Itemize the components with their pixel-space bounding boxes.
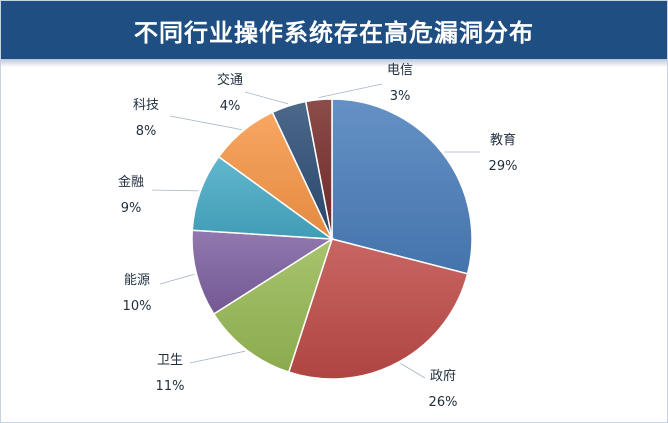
title-bar: 不同行业操作系统存在高危漏洞分布 [1, 1, 667, 59]
leader-line-7 [318, 83, 383, 98]
slice-labels: 教育 29% 政府 26% 卫生 11% 能源 10% 金融 9% 科技 8% 交通 4% 电信 3% [118, 63, 517, 410]
leader-line-1 [400, 363, 426, 379]
slice-label-value: 9% [121, 201, 142, 216]
pie-slice-1 [287, 238, 469, 380]
title-shadow [1, 59, 667, 67]
leader-line-6 [244, 91, 289, 105]
pie-slices [191, 98, 473, 380]
pie-slice-4 [191, 155, 335, 240]
slice-label-category: 能源 [124, 273, 150, 288]
pie-slice-2 [212, 237, 334, 374]
slice-label-category: 教育 [490, 132, 516, 148]
slice-label-category: 电信 [387, 63, 413, 78]
slice-label-category: 金融 [118, 174, 144, 190]
slice-label-category: 科技 [133, 98, 159, 113]
leader-lines [151, 83, 480, 379]
leader-line-5 [169, 115, 242, 130]
slice-label-value: 10% [123, 299, 152, 314]
slice-label-category: 交通 [217, 72, 243, 88]
leader-line-4 [151, 189, 199, 192]
slice-label-value: 29% [489, 159, 518, 174]
slice-label-value: 4% [220, 99, 241, 114]
leader-line-3 [159, 273, 195, 285]
slice-label-value: 26% [429, 395, 458, 410]
slice-label-category: 政府 [430, 369, 456, 384]
slice-label-value: 8% [136, 124, 157, 139]
chart-title: 不同行业操作系统存在高危漏洞分布 [134, 18, 534, 47]
pie-slice-7 [304, 98, 333, 240]
pie-slice-0 [331, 98, 473, 275]
pie-slice-3 [191, 229, 335, 316]
slice-label-value: 3% [390, 89, 411, 104]
slice-label-value: 11% [156, 379, 185, 394]
slice-label-category: 卫生 [157, 353, 183, 368]
leader-line-2 [189, 350, 246, 364]
